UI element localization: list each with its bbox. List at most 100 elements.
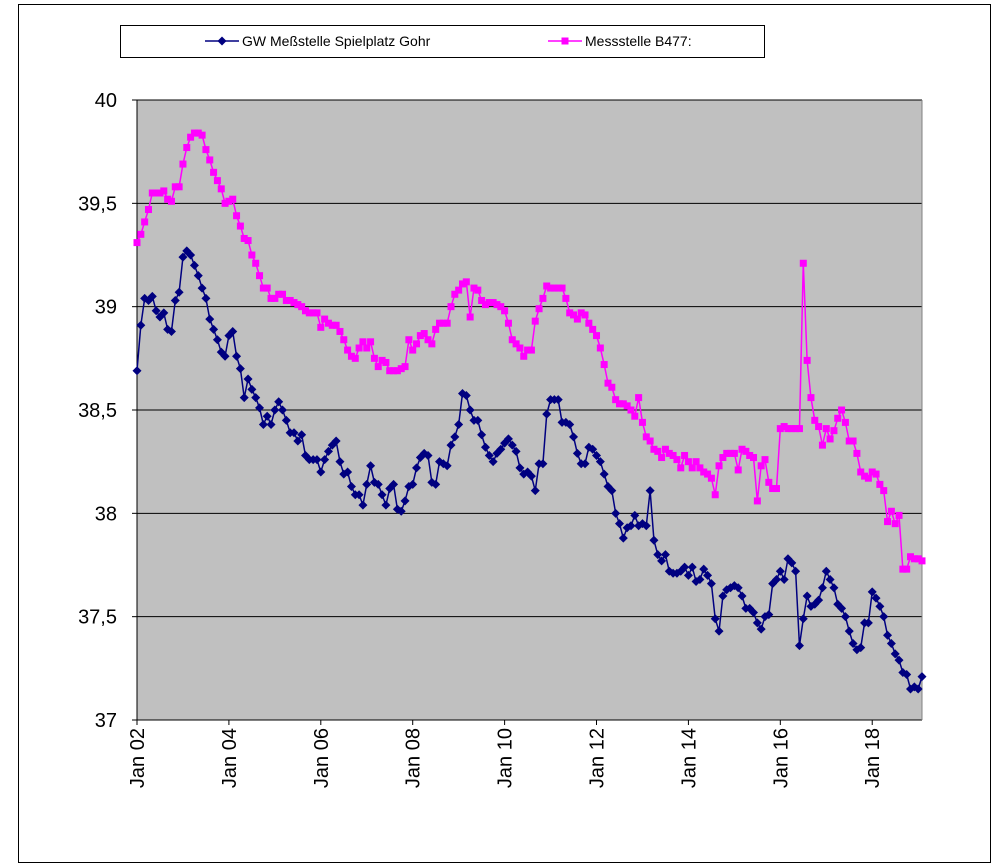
data-point <box>267 294 275 302</box>
data-point <box>266 419 276 429</box>
data-point <box>156 189 164 197</box>
data-point <box>370 354 378 362</box>
data-point <box>818 441 826 449</box>
data-point <box>420 330 428 338</box>
data-point <box>213 177 221 185</box>
data-point <box>455 286 463 294</box>
data-point <box>677 464 685 472</box>
data-point <box>723 449 731 457</box>
data-point <box>210 168 218 176</box>
data-point <box>641 521 651 531</box>
x-tick-label: Jan 14 <box>678 728 700 788</box>
data-point <box>750 454 758 462</box>
y-tick-label: 37 <box>95 710 117 732</box>
data-point <box>202 146 210 154</box>
data-point <box>160 187 168 195</box>
data-point <box>431 479 441 489</box>
data-point <box>554 284 562 292</box>
data-point <box>589 325 597 333</box>
data-point <box>524 346 532 354</box>
data-point <box>343 467 353 477</box>
data-point <box>248 251 256 259</box>
data-point <box>542 409 552 419</box>
data-point <box>278 405 288 415</box>
data-point <box>186 250 196 260</box>
data-point <box>913 684 923 694</box>
data-point <box>137 230 145 238</box>
data-point <box>775 566 785 576</box>
data-point <box>696 464 704 472</box>
data-point <box>144 206 152 214</box>
data-point <box>485 299 493 307</box>
data-point <box>263 284 271 292</box>
data-point <box>780 423 788 431</box>
data-point <box>439 319 447 327</box>
data-point <box>572 448 582 458</box>
data-point <box>171 183 179 191</box>
data-point <box>687 562 697 572</box>
data-point <box>488 457 498 467</box>
data-point <box>581 311 589 319</box>
data-point <box>704 470 712 478</box>
data-point <box>868 468 876 476</box>
data-point <box>864 474 872 482</box>
data-point <box>187 133 195 141</box>
data-point <box>179 160 187 168</box>
data-point <box>470 284 478 292</box>
data-point <box>461 391 471 401</box>
data-point <box>635 394 643 402</box>
data-point <box>141 218 149 226</box>
data-point <box>838 406 846 414</box>
data-point <box>408 479 418 489</box>
data-point <box>715 462 723 470</box>
data-point <box>680 562 690 572</box>
data-point <box>451 290 459 298</box>
data-point <box>316 467 326 477</box>
data-point <box>795 425 803 433</box>
data-point <box>814 595 824 605</box>
data-point <box>252 259 260 267</box>
data-point <box>321 315 329 323</box>
data-point <box>336 327 344 335</box>
data-point <box>293 436 303 446</box>
data-point <box>443 319 451 327</box>
data-point <box>811 416 819 424</box>
data-point <box>822 425 830 433</box>
data-point <box>700 468 708 476</box>
data-point <box>374 363 382 371</box>
data-point <box>396 506 406 516</box>
data-point <box>416 332 424 340</box>
data-point <box>382 358 390 366</box>
data-point <box>654 447 662 455</box>
data-point <box>688 464 696 472</box>
data-point <box>596 344 604 352</box>
data-point <box>776 425 784 433</box>
data-point <box>595 457 605 467</box>
data-point <box>660 550 670 560</box>
x-tick-label: Jan 10 <box>495 728 517 788</box>
data-point <box>409 346 417 354</box>
data-point <box>405 336 413 344</box>
data-point <box>580 459 590 469</box>
data-point <box>301 307 309 315</box>
data-point <box>465 405 475 415</box>
data-point <box>645 486 655 496</box>
data-point <box>914 555 922 563</box>
data-point <box>553 395 563 405</box>
data-point <box>600 361 608 369</box>
x-tick-label: Jan 16 <box>770 728 792 788</box>
data-point <box>692 458 700 466</box>
data-point <box>279 290 287 298</box>
data-point <box>738 445 746 453</box>
data-point <box>355 344 363 352</box>
data-point <box>358 500 368 510</box>
data-point <box>228 326 238 336</box>
data-point <box>474 286 482 294</box>
data-point <box>412 463 422 473</box>
legend-label: GW Meßstelle Spielplatz Gohr <box>242 33 431 49</box>
data-point <box>787 558 797 568</box>
data-point <box>756 624 766 634</box>
data-point <box>661 445 669 453</box>
data-point <box>328 321 336 329</box>
